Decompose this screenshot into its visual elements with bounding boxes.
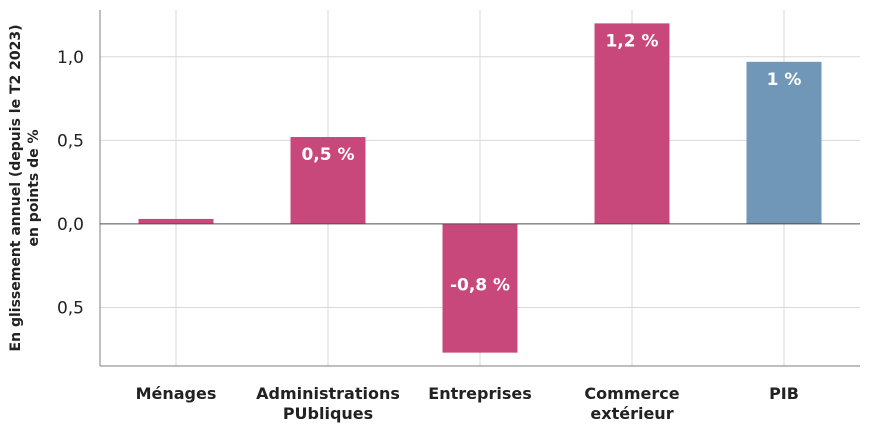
bar [442,223,518,353]
category-label-line: extérieur [590,404,673,423]
bar [746,61,822,224]
category-label-line: PIB [769,384,799,403]
category-label-line: Administrations [256,384,400,403]
category-label-line: Commerce [584,384,679,403]
category-label: Administrations PUbliques [256,384,400,423]
category-label: PIB [769,384,799,403]
bar [594,23,670,224]
category-label: Entreprises [428,384,531,403]
category-label: Commerce extérieur [584,384,679,423]
y-axis-title-line: en points de % [26,129,42,246]
bar [138,218,214,224]
category-label-line: Entreprises [428,384,531,403]
y-tick-label: 0,0 [57,215,84,235]
bar [290,137,366,224]
y-tick-label: 0,5 [57,299,84,319]
category-label-line: Ménages [136,384,217,403]
y-tick-label: 1,0 [57,48,84,68]
y-axis-title-line: En glissement annuel (depuis le T2 2023) [8,25,24,352]
category-label: Ménages [136,384,217,403]
y-tick-label: 0,5 [57,131,84,151]
data-label: -0,8 % [450,275,510,295]
y-axis-title: En glissement annuel (depuis le T2 2023)… [8,25,42,352]
data-label: 0,5 % [301,145,354,165]
axes [99,10,860,367]
labels: 1,0 0,5 0,0 0,5 0,5 % -0,8 % 1,2 % 1 % Ménages Ad… [8,25,801,423]
data-label: 1 % [767,70,802,90]
bars [138,23,822,353]
data-label: 1,2 % [605,31,658,51]
category-label-line: PUbliques [283,404,373,423]
